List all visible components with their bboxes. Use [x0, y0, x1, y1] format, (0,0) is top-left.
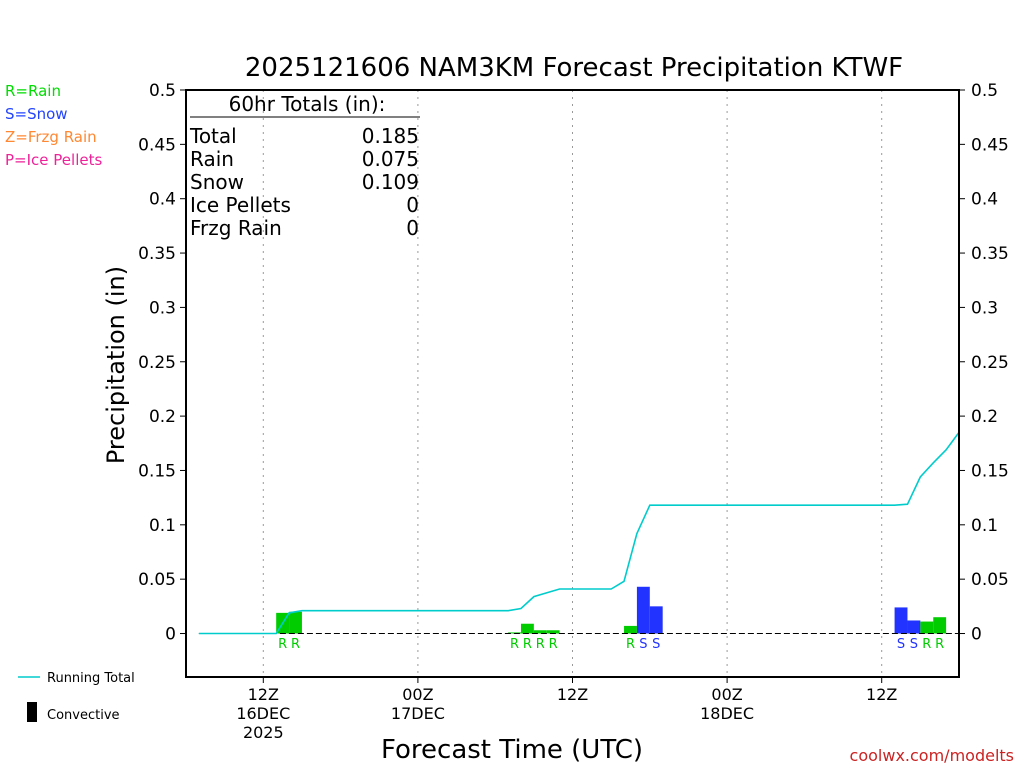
x-axis-label: Forecast Time (UTC) — [381, 735, 643, 765]
y-tick-label-right: 0.2 — [971, 407, 998, 427]
y-tick-label-right: 0.35 — [971, 244, 1009, 264]
x-tick-label: 12Z — [557, 685, 588, 704]
precip-bar — [894, 607, 908, 634]
precip-bar — [508, 632, 521, 634]
precip-type-label: S — [910, 637, 918, 652]
x-tick-label: 12Z — [248, 685, 279, 704]
y-tick-label: 0.1 — [149, 516, 176, 536]
totals-box: 60hr Totals (in): Total 0.185 Rain 0.075 Sno… — [189, 92, 420, 240]
credit-text: coolwx.com/modelts — [850, 746, 1014, 765]
chart-title: 2025121606 NAM3KM Forecast Precipitation… — [245, 53, 903, 83]
precip-type-label: R — [291, 637, 300, 652]
totals-row-label: Snow — [190, 170, 244, 194]
totals-row-value: 0 — [406, 216, 419, 240]
y-tick-label-right: 0 — [971, 625, 982, 645]
totals-header: 60hr Totals (in): — [229, 92, 386, 116]
precip-type-label: R — [278, 637, 287, 652]
convective-legend-swatch — [27, 702, 37, 722]
type-legend-item: R=Rain — [5, 82, 61, 100]
x-tick-label: 17DEC — [391, 704, 445, 723]
type-legend-item: P=Ice Pellets — [5, 151, 102, 169]
y-axis-right: 0 0.05 0.1 0.15 0.2 0.25 0.3 0.35 0.4 0.45 0.5 — [959, 81, 1009, 645]
y-tick-label-right: 0.15 — [971, 461, 1009, 481]
bottom-legend: Running Total Convective — [18, 671, 135, 723]
precip-type-label: R — [523, 637, 532, 652]
precip-type-label: R — [549, 637, 558, 652]
y-tick-label-right: 0.3 — [971, 298, 998, 318]
y-axis-label: Precipitation (in) — [102, 266, 130, 464]
y-tick-label: 0.3 — [149, 298, 176, 318]
precip-type-label: R — [510, 637, 519, 652]
totals-row-value: 0.109 — [362, 170, 419, 194]
running-total-legend-label: Running Total — [47, 671, 135, 686]
precip-type-label: R — [626, 637, 635, 652]
precip-type-legend: R=Rain S=Snow Z=Frzg Rain P=Ice Pellets — [5, 82, 102, 169]
y-tick-label: 0 — [165, 625, 176, 645]
totals-row-label: Ice Pellets — [190, 193, 291, 217]
y-tick-label: 0.35 — [138, 244, 176, 264]
x-tick-label: 00Z — [402, 685, 433, 704]
y-tick-label: 0.4 — [149, 190, 176, 210]
precip-bar — [920, 621, 934, 634]
y-axis-left: 0 0.05 0.1 0.15 0.2 0.25 0.3 0.35 0.4 0.45 0.5 — [138, 81, 186, 645]
precip-type-label: S — [652, 637, 660, 652]
y-tick-label: 0.15 — [138, 461, 176, 481]
y-tick-label: 0.05 — [138, 570, 176, 590]
precip-bar — [933, 617, 947, 634]
totals-row-label: Total — [189, 124, 237, 148]
y-tick-label-right: 0.25 — [971, 353, 1009, 373]
totals-row-label: Frzg Rain — [190, 216, 282, 240]
precip-bar — [520, 623, 534, 634]
precip-type-label: R — [935, 637, 944, 652]
y-tick-label: 0.5 — [149, 81, 176, 101]
totals-row-value: 0.075 — [362, 147, 419, 171]
convective-legend-label: Convective — [47, 708, 120, 723]
precip-bar — [907, 620, 921, 634]
running-total-line — [198, 431, 960, 635]
y-tick-label: 0.2 — [149, 407, 176, 427]
precip-type-label: R — [536, 637, 545, 652]
totals-row-label: Rain — [190, 147, 234, 171]
precip-bar — [649, 606, 663, 634]
precip-bar — [546, 630, 560, 634]
precip-bars — [276, 586, 947, 634]
y-tick-label-right: 0.05 — [971, 570, 1009, 590]
x-tick-label: 16DEC — [236, 704, 290, 723]
precip-bar — [636, 586, 650, 634]
precip-type-label: R — [922, 637, 931, 652]
y-tick-label-right: 0.5 — [971, 81, 998, 101]
type-legend-item: S=Snow — [5, 105, 68, 123]
x-tick-label: 2025 — [243, 723, 284, 742]
y-tick-label: 0.45 — [138, 135, 176, 155]
precip-bar — [533, 630, 547, 634]
y-tick-label-right: 0.45 — [971, 135, 1009, 155]
precip-bar — [624, 625, 637, 634]
precip-type-label: S — [897, 637, 905, 652]
precip-bar — [289, 611, 302, 634]
totals-rows: Total 0.185 Rain 0.075 Snow 0.109 Ice Pellets 0… — [189, 124, 419, 240]
totals-row-value: 0 — [406, 193, 419, 217]
y-tick-label-right: 0.4 — [971, 190, 998, 210]
type-legend-item: Z=Frzg Rain — [5, 128, 97, 146]
y-tick-label-right: 0.1 — [971, 516, 998, 536]
x-tick-label: 18DEC — [700, 704, 754, 723]
totals-row-value: 0.185 — [362, 124, 419, 148]
y-tick-label: 0.25 — [138, 353, 176, 373]
x-tick-label: 12Z — [866, 685, 897, 704]
x-tick-label: 00Z — [711, 685, 742, 704]
precip-type-label: S — [639, 637, 647, 652]
